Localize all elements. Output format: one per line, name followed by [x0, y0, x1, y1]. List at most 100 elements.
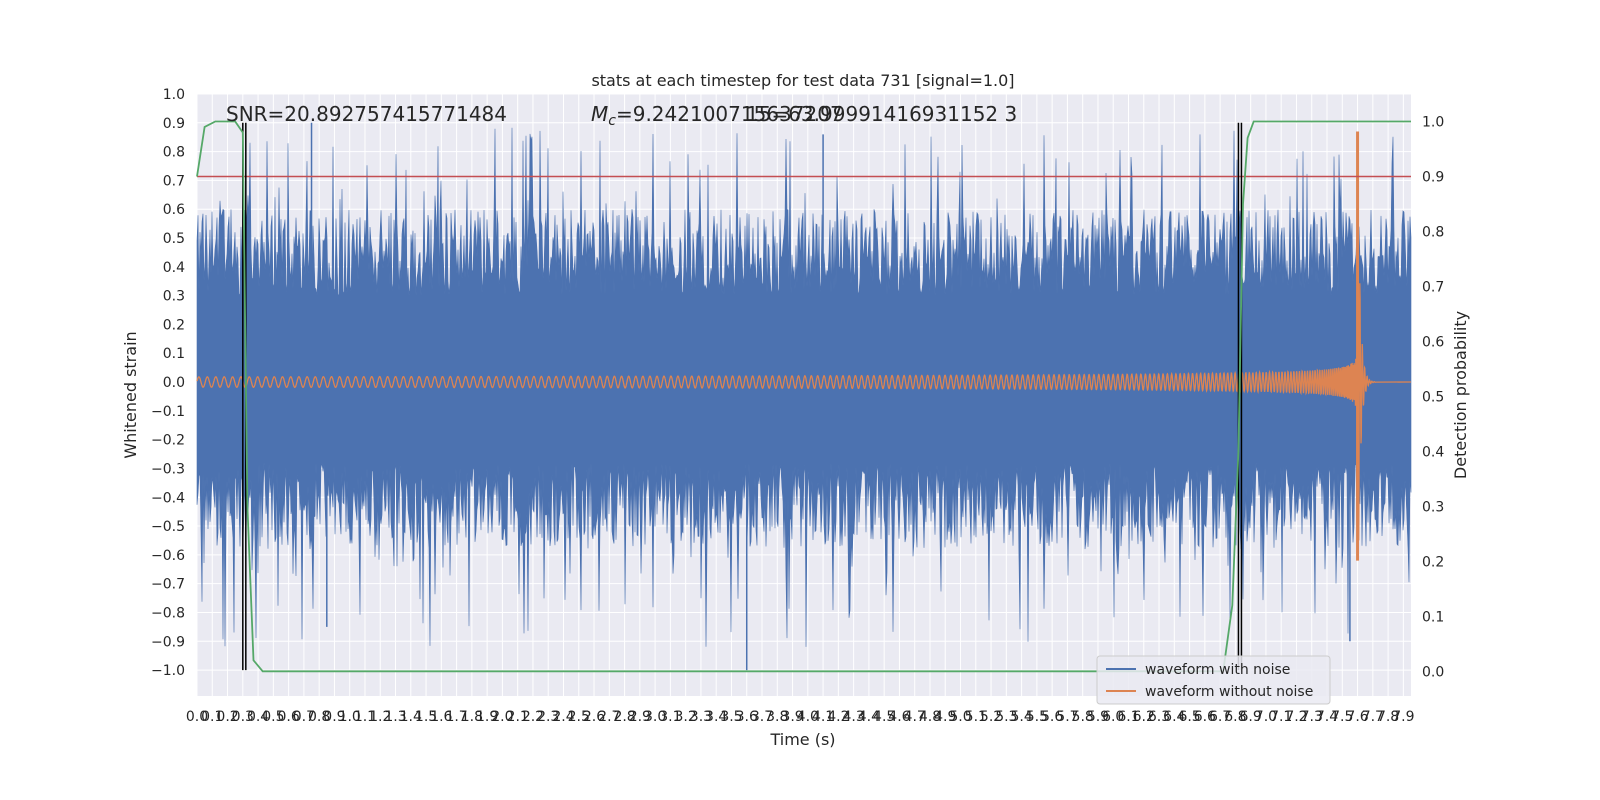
y-tick-label: 0.0 [163, 375, 185, 391]
x-tick-label: 6.6 [1194, 709, 1216, 725]
x-tick-label: 1.5 [415, 709, 437, 725]
x-tick-label: 2.1 [507, 709, 529, 725]
x-tick-label: 0.3 [232, 709, 254, 725]
y2-tick-label: 0.9 [1422, 169, 1444, 185]
x-tick-label: 0.8 [308, 709, 330, 725]
y-tick-label: −0.6 [151, 548, 185, 564]
x-tick-label: 0.0 [186, 709, 208, 725]
x-tick-label: 4.0 [797, 709, 819, 725]
x-tick-label: 0.6 [277, 709, 299, 725]
y-tick-label: −0.8 [151, 605, 185, 621]
x-tick-label: 1.0 [339, 709, 361, 725]
clean-waveform-series [196, 131, 1412, 561]
x-tick-label: 3.0 [644, 709, 666, 725]
x-tick-label: 1.6 [430, 709, 452, 725]
y-tick-label: −0.1 [151, 404, 185, 420]
x-tick-label: 2.5 [568, 709, 590, 725]
x-tick-label: 6.3 [1148, 709, 1170, 725]
x-tick-label: 7.6 [1346, 709, 1368, 725]
y2-tick-label: 0.8 [1422, 224, 1444, 240]
mc-subscript: c [608, 113, 616, 129]
x-tick-label: 7.1 [1270, 709, 1292, 725]
x-tick-label: 2.3 [537, 709, 559, 725]
x-tick-label: 6.2 [1133, 709, 1155, 725]
x-tick-label: 5.6 [1041, 709, 1063, 725]
x-tick-label: 7.2 [1285, 709, 1307, 725]
x-tick-label: 7.0 [1255, 709, 1277, 725]
x-tick-label: 4.3 [842, 709, 864, 725]
x-tick-label: 3.6 [736, 709, 758, 725]
x-tick-label: 1.8 [461, 709, 483, 725]
legend: waveform with noise waveform without noi… [1096, 655, 1331, 705]
x-tick-label: 6.0 [1102, 709, 1124, 725]
tick-labels: 0.00.10.20.30.40.50.60.70.80.91.01.11.21… [151, 87, 1444, 725]
mc-annotation: Mc=9.242100715637207 [591, 102, 843, 129]
y2-tick-label: 0.6 [1422, 334, 1444, 350]
clean-waveform-line [196, 182, 1412, 541]
x-tick-label: 6.4 [1163, 709, 1185, 725]
x-tick-label: 6.1 [1117, 709, 1139, 725]
x-tick-label: 4.6 [888, 709, 910, 725]
y-tick-label: 0.3 [163, 289, 185, 305]
x-tick-label: 4.5 [873, 709, 895, 725]
y2-tick-label: 0.1 [1422, 609, 1444, 625]
snr-annotation: SNR=20.892757415771484 [226, 102, 507, 126]
x-tick-label: 1.3 [384, 709, 406, 725]
x-tick-label: 2.2 [522, 709, 544, 725]
y-tick-label: 0.4 [163, 260, 185, 276]
x-tick-label: 1.2 [369, 709, 391, 725]
y-tick-label: 0.2 [163, 317, 185, 333]
x-tick-label: 4.1 [812, 709, 834, 725]
y-tick-label: −0.3 [151, 461, 185, 477]
y-tick-label: 1.0 [163, 87, 185, 103]
mc-symbol: M [591, 102, 608, 126]
noisy-waveform-band [196, 127, 1412, 647]
x-tick-label: 6.9 [1240, 709, 1262, 725]
y2-tick-label: 0.4 [1422, 444, 1444, 460]
mc-value: =9.242100715637207 [616, 102, 843, 126]
y2-tick-label: 0.0 [1422, 664, 1444, 680]
x-tick-label: 4.8 [919, 709, 941, 725]
legend-label-clean: waveform without noise [1145, 684, 1313, 700]
x-tick-label: 3.2 [675, 709, 697, 725]
y2-tick-label: 0.5 [1422, 389, 1444, 405]
x-tick-label: 4.9 [934, 709, 956, 725]
x-tick-label: 3.7 [751, 709, 773, 725]
detection-probability-line [196, 120, 1411, 673]
y-tick-label: −0.7 [151, 577, 185, 593]
overlap-annotation: 15=63.99991416931152 3 [746, 102, 1017, 126]
x-tick-label: 4.2 [827, 709, 849, 725]
x-tick-label: 1.7 [445, 709, 467, 725]
chart-title: stats at each timestep for test data 731… [591, 71, 1014, 90]
x-tick-label: 4.7 [904, 709, 926, 725]
x-tick-label: 3.1 [659, 709, 681, 725]
markers [196, 120, 1411, 673]
x-tick-label: 7.4 [1316, 709, 1338, 725]
x-tick-label: 3.3 [690, 709, 712, 725]
x-tick-label: 1.4 [400, 709, 422, 725]
noisy-waveform-series [196, 122, 1412, 671]
x-tick-label: 6.8 [1224, 709, 1246, 725]
x-tick-label: 0.5 [262, 709, 284, 725]
x-tick-label: 5.7 [1056, 709, 1078, 725]
y-tick-label: 0.1 [163, 346, 185, 362]
y-tick-label: 0.6 [163, 202, 185, 218]
x-tick-label: 5.4 [1010, 709, 1032, 725]
x-tick-label: 7.5 [1331, 709, 1353, 725]
y-tick-label: 0.5 [163, 231, 185, 247]
x-tick-label: 2.9 [629, 709, 651, 725]
y2-tick-label: 0.2 [1422, 554, 1444, 570]
y-tick-label: 0.9 [163, 116, 185, 132]
legend-label-noise: waveform with noise [1145, 662, 1290, 678]
y-tick-label: −0.4 [151, 490, 185, 506]
y2-axis-label: Detection probability [1451, 311, 1470, 479]
x-tick-label: 3.9 [781, 709, 803, 725]
x-tick-label: 5.3 [995, 709, 1017, 725]
x-tick-label: 7.7 [1362, 709, 1384, 725]
x-tick-label: 2.4 [552, 709, 574, 725]
x-tick-label: 7.3 [1301, 709, 1323, 725]
x-tick-label: 1.9 [476, 709, 498, 725]
x-tick-label: 6.7 [1209, 709, 1231, 725]
y-tick-label: 0.7 [163, 173, 185, 189]
